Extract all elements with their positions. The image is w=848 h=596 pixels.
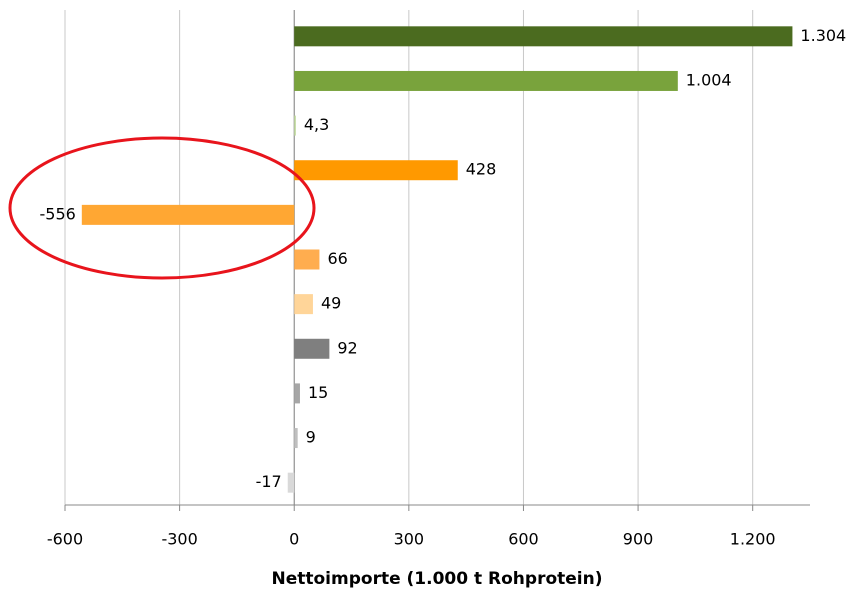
x-tick-label: -600 [47,530,83,549]
data-label: 1.304 [800,26,846,45]
x-axis-title: Nettoimporte (1.000 t Rohprotein) [271,569,602,589]
x-tick-label: 0 [289,530,299,549]
bar [287,472,295,493]
bar [294,160,458,181]
bar [294,70,678,91]
bar [294,249,320,270]
x-tick-label: 300 [394,530,425,549]
bar [294,115,296,136]
data-label: 4,3 [304,115,329,134]
data-label: 92 [337,338,357,357]
bar [294,428,298,449]
highlight-ellipse [8,136,316,280]
x-tick-label: 600 [508,530,539,549]
data-label: 15 [308,383,328,402]
bar [294,26,793,47]
bar [294,338,330,359]
data-label: -556 [39,204,75,223]
x-tick-label: 1.200 [730,530,776,549]
data-label: 49 [321,294,341,313]
data-label: -17 [256,472,282,491]
data-label: 428 [466,160,497,179]
x-tick-label: -300 [161,530,197,549]
x-tick-label: 900 [623,530,654,549]
bar [81,204,295,225]
data-label: 9 [306,428,316,447]
data-label: 1.004 [686,70,732,89]
bar [294,383,300,404]
bar [294,294,313,315]
data-label: 66 [327,249,347,268]
